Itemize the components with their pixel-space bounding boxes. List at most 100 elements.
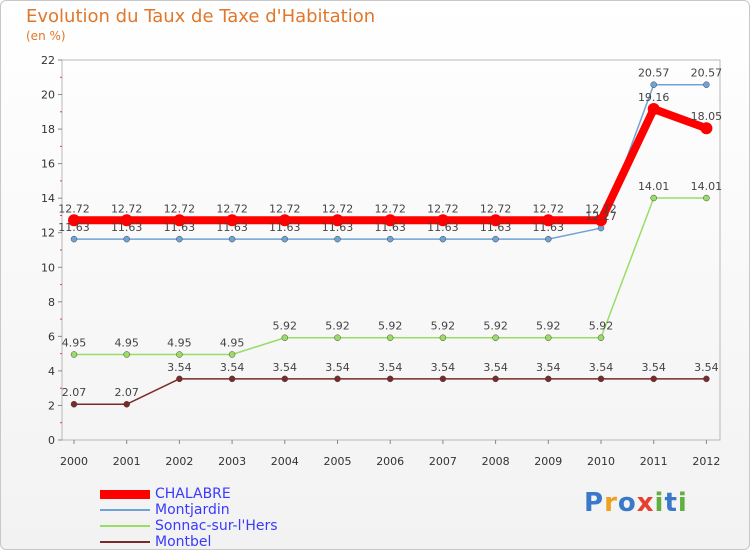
data-label-montjardin: 11.63 [216, 221, 248, 234]
data-label-montjardin: 11.63 [533, 221, 565, 234]
data-point-sonnac-sur-l-hers [439, 334, 447, 341]
y-tick-label: 10 [41, 261, 55, 274]
data-label-chalabre: 12.72 [269, 202, 301, 215]
data-point-chalabre [278, 214, 291, 227]
data-label-chalabre: 12.72 [216, 202, 248, 215]
y-tick-label: 4 [48, 365, 55, 378]
logo-letter: i [677, 488, 688, 518]
data-point-sonnac-sur-l-hers [492, 334, 499, 341]
y-tick-label: 2 [48, 399, 55, 412]
data-label-sonnac-sur-l-hers: 4.95 [114, 337, 139, 350]
data-point-montjardin [176, 235, 183, 243]
data-point-montjardin [70, 235, 78, 243]
data-point-chalabre [384, 214, 397, 227]
data-label-montjardin: 11.63 [322, 221, 354, 234]
data-label-chalabre: 18.05 [691, 110, 723, 123]
data-point-montbel [386, 375, 394, 383]
data-label-montbel: 2.07 [114, 386, 139, 399]
data-point-sonnac-sur-l-hers [545, 334, 552, 341]
data-label-montbel: 3.54 [378, 361, 403, 374]
data-point-sonnac-sur-l-hers [123, 351, 130, 358]
data-point-montjardin [492, 235, 499, 243]
data-point-sonnac-sur-l-hers [650, 194, 657, 202]
logo-letter: r [604, 488, 618, 518]
data-label-sonnac-sur-l-hers: 5.92 [483, 320, 508, 333]
data-label-chalabre: 12.72 [111, 202, 143, 215]
data-label-sonnac-sur-l-hers: 5.92 [589, 320, 614, 333]
data-point-sonnac-sur-l-hers [703, 194, 710, 202]
data-point-chalabre [542, 214, 555, 227]
x-tick-label: 2010 [587, 455, 615, 468]
data-point-montjardin [439, 235, 447, 243]
data-label-chalabre: 12.72 [585, 202, 617, 215]
data-point-montjardin [281, 235, 289, 243]
legend-item-sonnac: Sonnac-sur-l'Hers [100, 518, 278, 534]
data-point-montbel [650, 375, 657, 383]
y-tick-label: 18 [41, 123, 55, 136]
data-label-montbel: 2.07 [62, 386, 87, 399]
data-point-sonnac-sur-l-hers [597, 334, 605, 341]
data-label-montbel: 3.54 [641, 361, 666, 374]
data-point-montjardin [703, 81, 710, 88]
series-line-montbel [73, 378, 708, 405]
data-label-montjardin: 11.63 [164, 221, 196, 234]
data-label-chalabre: 12.72 [480, 202, 512, 215]
data-label-montjardin: 20.57 [638, 67, 670, 80]
data-label-montjardin: 11.63 [374, 221, 406, 234]
legend-swatch-montjardin [100, 509, 150, 511]
data-label-montjardin: 12.27 [585, 210, 617, 223]
data-label-montbel: 3.54 [431, 361, 456, 374]
data-point-chalabre [226, 214, 239, 227]
data-label-sonnac-sur-l-hers: 4.95 [167, 337, 192, 350]
data-label-montjardin: 11.63 [58, 221, 90, 234]
data-label-montjardin: 11.63 [269, 221, 301, 234]
y-tick-label: 6 [48, 330, 55, 343]
data-point-sonnac-sur-l-hers [334, 334, 341, 341]
x-tick-label: 2009 [534, 455, 562, 468]
legend-label-montbel: Montbel [155, 534, 212, 550]
y-tick-label: 16 [41, 158, 55, 171]
data-point-montbel [492, 375, 499, 383]
data-point-chalabre [489, 214, 502, 227]
logo-letter: x [636, 488, 655, 518]
logo-letter: o [617, 488, 637, 518]
data-point-chalabre [595, 214, 607, 227]
data-label-sonnac-sur-l-hers: 5.92 [431, 320, 456, 333]
data-point-montbel [123, 400, 130, 408]
x-tick-label: 2008 [482, 455, 510, 468]
data-point-montjardin [228, 235, 236, 243]
data-label-chalabre: 12.72 [533, 202, 565, 215]
data-label-montbel: 3.54 [536, 361, 561, 374]
data-point-montbel [545, 375, 552, 383]
data-point-chalabre [68, 214, 80, 227]
data-label-chalabre: 12.72 [374, 202, 406, 215]
data-label-chalabre: 12.72 [427, 202, 459, 215]
y-tick-label: 14 [41, 192, 55, 205]
data-point-sonnac-sur-l-hers [386, 334, 394, 341]
data-point-chalabre [647, 103, 660, 116]
data-point-montjardin [334, 235, 341, 243]
data-label-montbel: 3.54 [167, 361, 192, 374]
data-point-montjardin [123, 235, 130, 243]
chart-subtitle: (en %) [26, 29, 66, 43]
legend-swatch-sonnac [100, 525, 150, 527]
data-label-sonnac-sur-l-hers: 4.95 [220, 337, 245, 350]
data-point-sonnac-sur-l-hers [228, 351, 236, 358]
x-tick-label: 2004 [271, 455, 299, 468]
data-label-sonnac-sur-l-hers: 5.92 [378, 320, 403, 333]
logo-letter: t [664, 488, 678, 518]
legend-item-chalabre: CHALABRE [100, 486, 278, 502]
data-point-chalabre [173, 214, 186, 227]
data-label-sonnac-sur-l-hers: 5.92 [273, 320, 298, 333]
legend: CHALABRE Montjardin Sonnac-sur-l'Hers Mo… [100, 486, 278, 550]
y-tick-label: 0 [48, 434, 55, 447]
y-tick-label: 20 [41, 89, 55, 102]
data-label-montjardin: 11.63 [111, 221, 143, 234]
data-label-chalabre: 12.72 [164, 202, 196, 215]
y-tick-label: 12 [41, 227, 55, 240]
x-tick-label: 2006 [376, 455, 404, 468]
data-label-chalabre: 19.16 [638, 91, 670, 104]
data-label-montbel: 3.54 [589, 361, 614, 374]
data-label-chalabre: 12.72 [322, 202, 354, 215]
data-point-montjardin [386, 235, 394, 243]
